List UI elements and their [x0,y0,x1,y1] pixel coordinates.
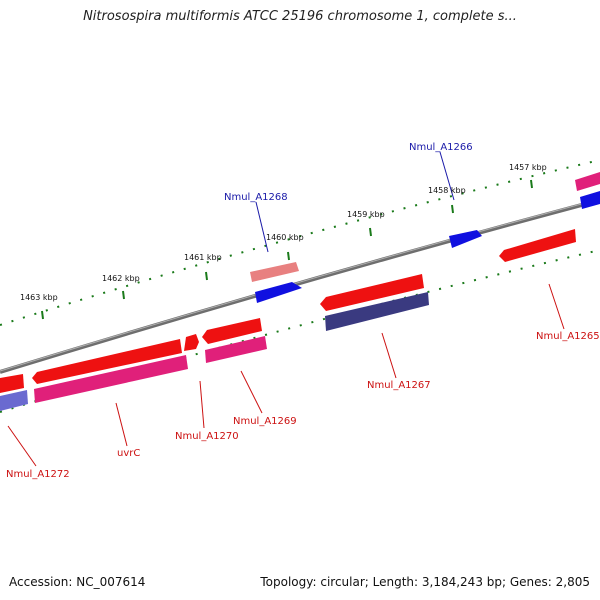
gene-nmul-a1266[interactable] [449,230,482,248]
tick-label-1457: 1457 kbp [509,163,547,172]
gene-uvrc[interactable] [32,339,182,384]
gene-nmul-a1269-pink[interactable] [205,336,267,363]
genome-summary: Topology: circular; Length: 3,184,243 bp… [260,575,590,589]
inner-tick-track [0,249,600,413]
gene-nmul-a1267-navy[interactable] [325,292,429,331]
tick-label-1460: 1460 kbp [266,233,304,242]
backbone-highlight [0,198,600,372]
gene-nmul-a1269[interactable] [202,318,262,344]
gene-label-nmul-a1272[interactable]: Nmul_A1272 [6,469,70,480]
gene-topright-pink[interactable] [575,172,600,191]
gene-label-nmul-a1270[interactable]: Nmul_A1270 [175,431,239,442]
gene-leader-lines [7,151,565,467]
gene-topright-blue[interactable] [580,191,600,209]
gene-label-nmul-a1266[interactable]: Nmul_A1266 [409,142,473,153]
gene-blue-1268b[interactable] [255,282,302,303]
gene-label-nmul-a1265[interactable]: Nmul_A1265 [536,331,600,342]
chromosome-backbone [0,198,600,374]
gene-nmul-a1267[interactable] [320,274,424,311]
gene-uvrc-pink[interactable] [34,355,188,403]
gene-label-nmul-a1268[interactable]: Nmul_A1268 [224,192,288,203]
outer-tick-track [0,159,600,326]
map-title: Nitrosospira multiformis ATCC 25196 chro… [83,9,517,24]
gene-label-uvrc[interactable]: uvrC [117,448,140,459]
gene-nmul-a1265[interactable] [499,229,576,262]
tick-label-1463: 1463 kbp [20,293,58,302]
accession-label: Accession: NC_007614 [9,575,146,589]
tick-label-1458: 1458 kbp [428,186,466,195]
gene-nmul-a1270[interactable] [184,334,199,351]
gene-label-nmul-a1269[interactable]: Nmul_A1269 [233,416,297,427]
major-ticks [41,179,533,320]
gene-nmul-a1268[interactable] [250,262,299,282]
gene-nmul-a1272[interactable] [0,374,24,393]
gene-left-lavender[interactable] [0,390,28,411]
tick-label-1462: 1462 kbp [102,274,140,283]
tick-label-1459: 1459 kbp [347,210,385,219]
tick-label-1461: 1461 kbp [184,253,222,262]
gene-label-nmul-a1267[interactable]: Nmul_A1267 [367,380,431,391]
